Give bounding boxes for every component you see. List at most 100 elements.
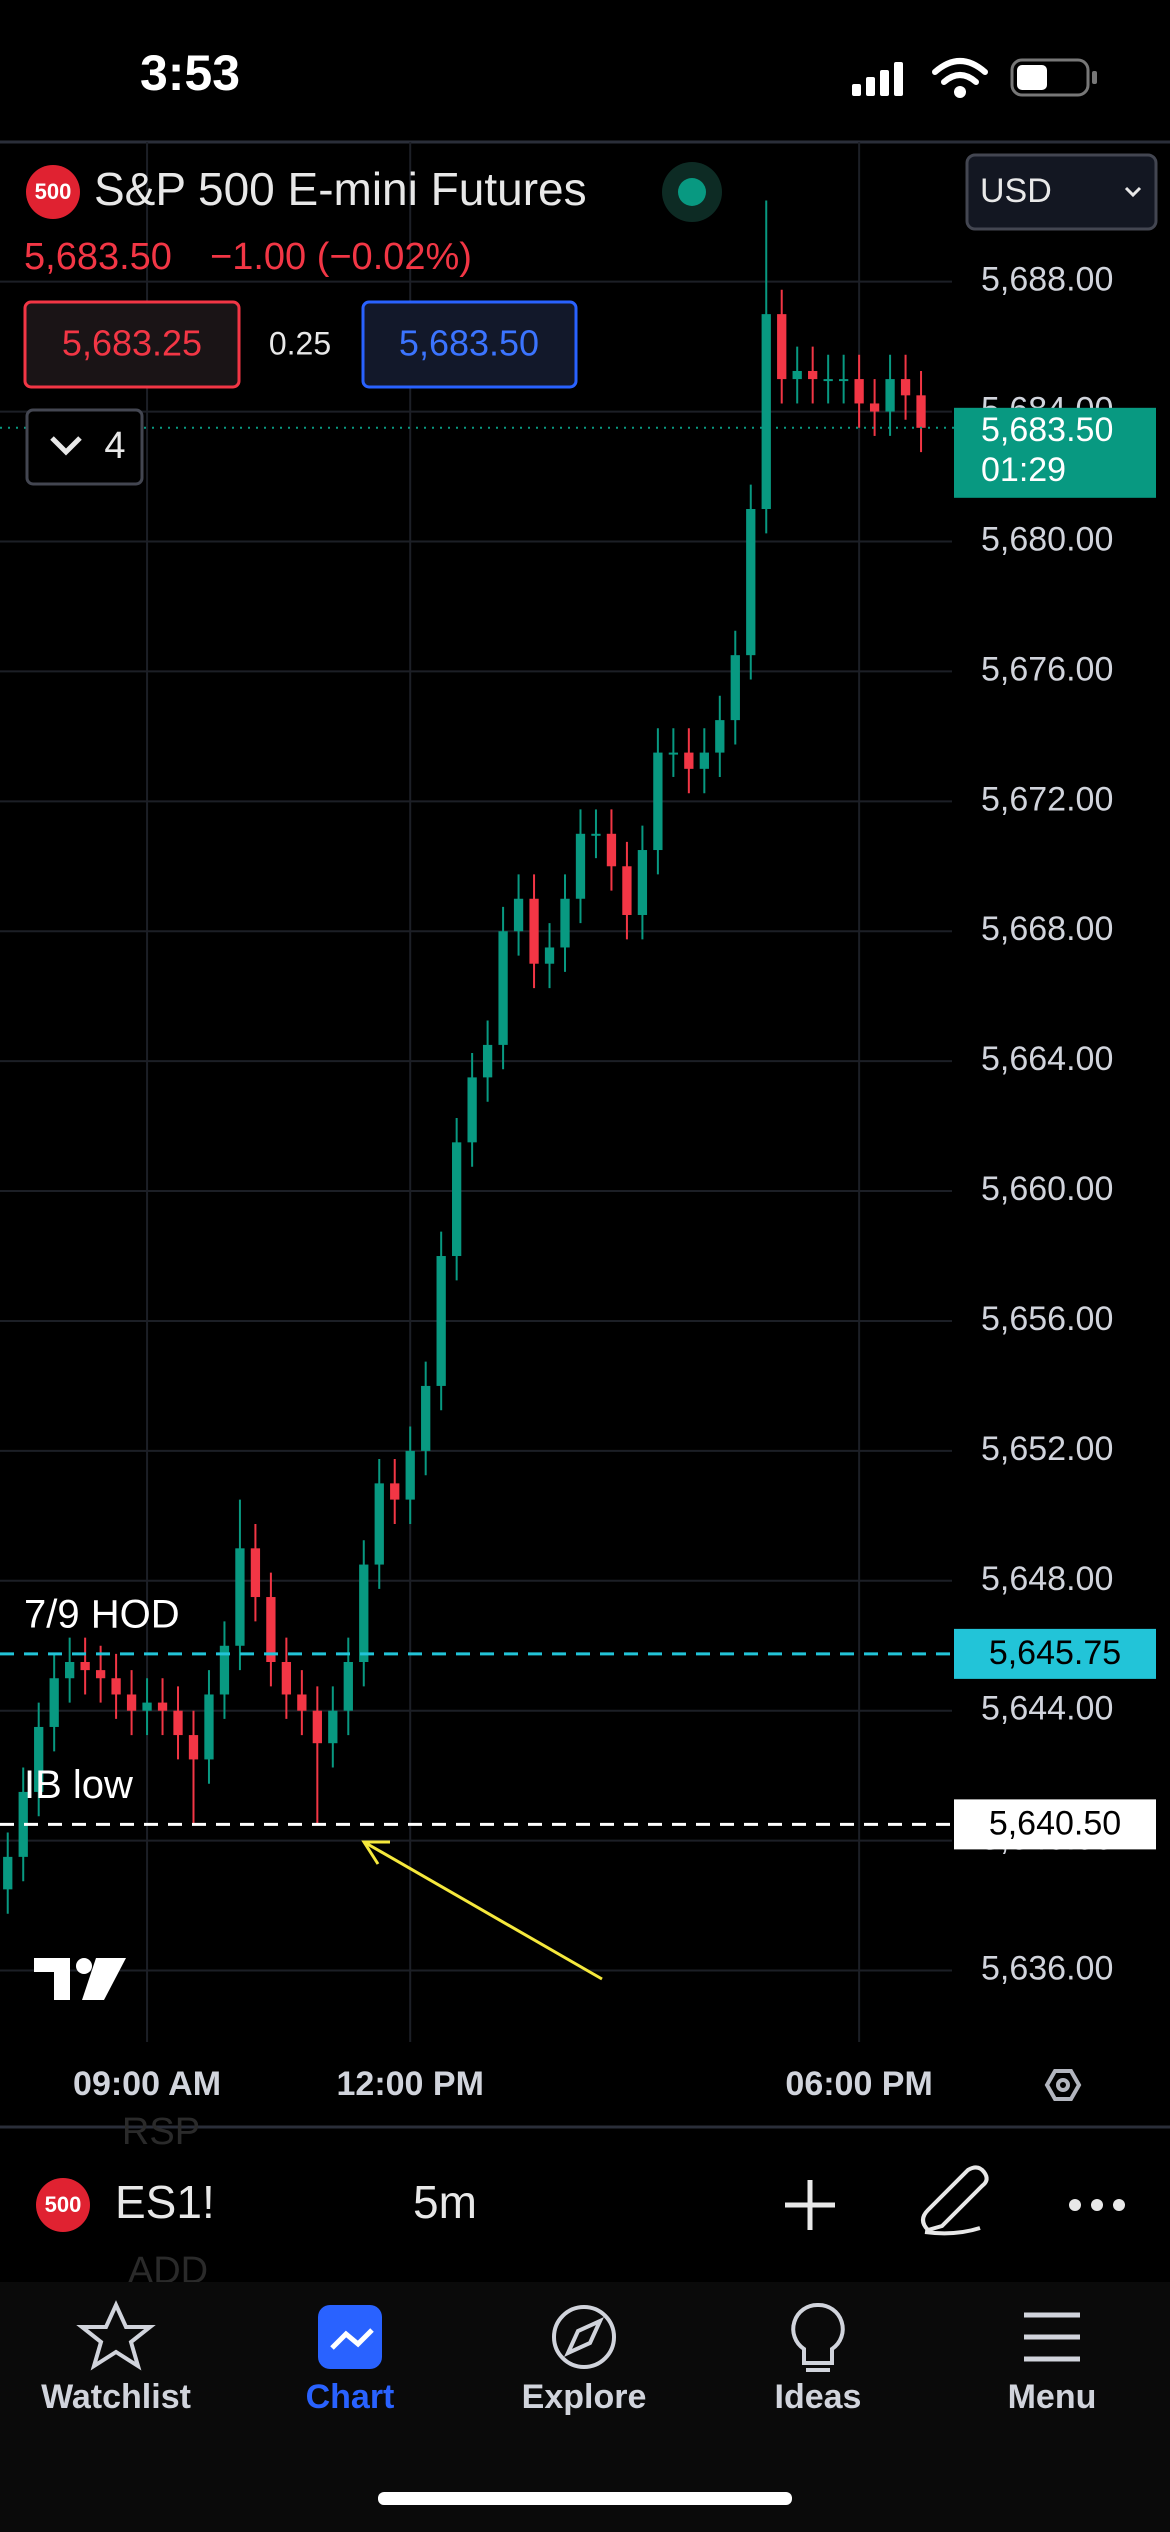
candle-body [188, 1735, 199, 1760]
explore-icon[interactable] [552, 2305, 616, 2369]
level-name: 7/9 HOD [24, 1592, 180, 1636]
explore-needle [563, 2316, 605, 2358]
market-status-dot [678, 178, 706, 206]
candle-body [482, 1044, 493, 1078]
candle-body [808, 370, 818, 380]
y-tick-label: 5,676.00 [981, 650, 1113, 688]
tab-labels: Watchlist Chart Explore Ideas Menu [41, 2378, 1096, 2416]
candle-body [359, 1564, 369, 1662]
candle-body [436, 1256, 446, 1386]
y-tick-label: 5,652.00 [981, 1430, 1113, 1468]
candle-body [235, 1548, 245, 1646]
candle-body [65, 1662, 75, 1679]
candle-body [343, 1662, 353, 1711]
candle-body [452, 1142, 462, 1257]
symbol-icon-label: 500 [45, 2192, 82, 2217]
y-tick-label: 5,672.00 [981, 780, 1113, 818]
candle-body [34, 1726, 44, 1792]
tab-label[interactable]: Chart [306, 2378, 395, 2416]
candle-body [126, 1694, 137, 1711]
buy-button[interactable] [361, 300, 578, 389]
candle-body [622, 866, 632, 915]
more-button[interactable] [1069, 2199, 1125, 2211]
y-tick-label: 5,648.00 [981, 1560, 1113, 1598]
y-tick-label: 5,668.00 [981, 910, 1113, 948]
candle-body [513, 898, 524, 932]
candle-body [328, 1710, 338, 1744]
candle-body [111, 1678, 121, 1695]
x-tick-label: 06:00 PM [785, 2065, 932, 2103]
candle-body [266, 1597, 276, 1662]
spread: 0.25 [269, 325, 331, 361]
symbol-title[interactable]: S&P 500 E-mini Futures [94, 163, 587, 215]
candle-body [297, 1694, 307, 1711]
y-tick-label: 5,680.00 [981, 520, 1113, 558]
candle-body [885, 379, 895, 412]
tab-label[interactable]: Explore [522, 2378, 647, 2416]
battery [1010, 58, 1090, 97]
signal-icon [852, 62, 903, 96]
candle-body [544, 947, 555, 964]
candle-body [761, 314, 771, 510]
interval-button[interactable]: 5m [413, 2176, 477, 2228]
tab-label[interactable]: Watchlist [41, 2378, 191, 2416]
last-price: 5,683.50 [24, 236, 172, 278]
candle-body [823, 379, 833, 382]
symbol-button[interactable]: ES1! [115, 2176, 215, 2228]
candle-body [142, 1702, 152, 1711]
bid-price: 5,683.25 [62, 323, 202, 364]
wifi-dot [954, 86, 966, 98]
hidden-symbol: RSP [122, 2111, 200, 2153]
y-tick-label: 5,644.00 [981, 1690, 1113, 1728]
menu-icon[interactable] [1024, 2312, 1080, 2362]
candle-body [715, 720, 725, 753]
candle-body [854, 379, 864, 404]
candle-body [730, 655, 740, 721]
candle-body [95, 1670, 106, 1679]
battery-cap [1092, 71, 1097, 84]
ideas-icon[interactable] [791, 2302, 845, 2372]
y-tick-label: 5,688.00 [981, 261, 1113, 299]
watchlist-icon[interactable] [76, 2300, 156, 2371]
candle-body [869, 403, 880, 412]
y-tick-label: 5,660.00 [981, 1170, 1113, 1208]
candle-body [173, 1710, 183, 1736]
candle-body [49, 1678, 59, 1727]
y-tick-label: 5,656.00 [981, 1300, 1113, 1338]
draw-button[interactable] [921, 2165, 989, 2236]
candle-body [3, 1856, 13, 1890]
candle-body [684, 752, 694, 769]
candle-body [916, 395, 926, 428]
indicators-button[interactable] [25, 408, 144, 486]
candle-body [838, 379, 849, 382]
candle-body [80, 1662, 90, 1671]
candle-body [529, 898, 539, 964]
currency-button[interactable] [965, 153, 1158, 231]
currency-label: USD [980, 172, 1052, 210]
add-button[interactable] [785, 2180, 835, 2230]
candle-body [250, 1548, 261, 1598]
ask-price: 5,683.50 [399, 323, 539, 364]
current-price-box [954, 407, 1156, 498]
level-name: IB low [24, 1763, 133, 1807]
y-tick-label: 5,636.00 [981, 1950, 1113, 1988]
axis-settings[interactable] [1044, 2069, 1082, 2101]
sell-button[interactable] [23, 300, 241, 389]
symbol-icon-label: 500 [35, 179, 72, 204]
tab-label[interactable]: Ideas [775, 2378, 862, 2416]
level-price-box [954, 1799, 1156, 1850]
candle-body [606, 833, 617, 867]
candle-body [498, 931, 508, 1045]
candle-body [668, 752, 679, 755]
candle-body [653, 752, 663, 851]
candle-body [591, 833, 601, 836]
candle-body [219, 1645, 230, 1695]
tab-label[interactable]: Menu [1008, 2378, 1097, 2416]
arrow-head [361, 1840, 390, 1865]
price-change: −1.00 (−0.02%) [210, 236, 472, 278]
candle-body [204, 1694, 214, 1760]
candle-body [18, 1791, 28, 1857]
countdown: 01:29 [981, 451, 1066, 489]
x-tick-label: 12:00 PM [337, 2065, 484, 2103]
